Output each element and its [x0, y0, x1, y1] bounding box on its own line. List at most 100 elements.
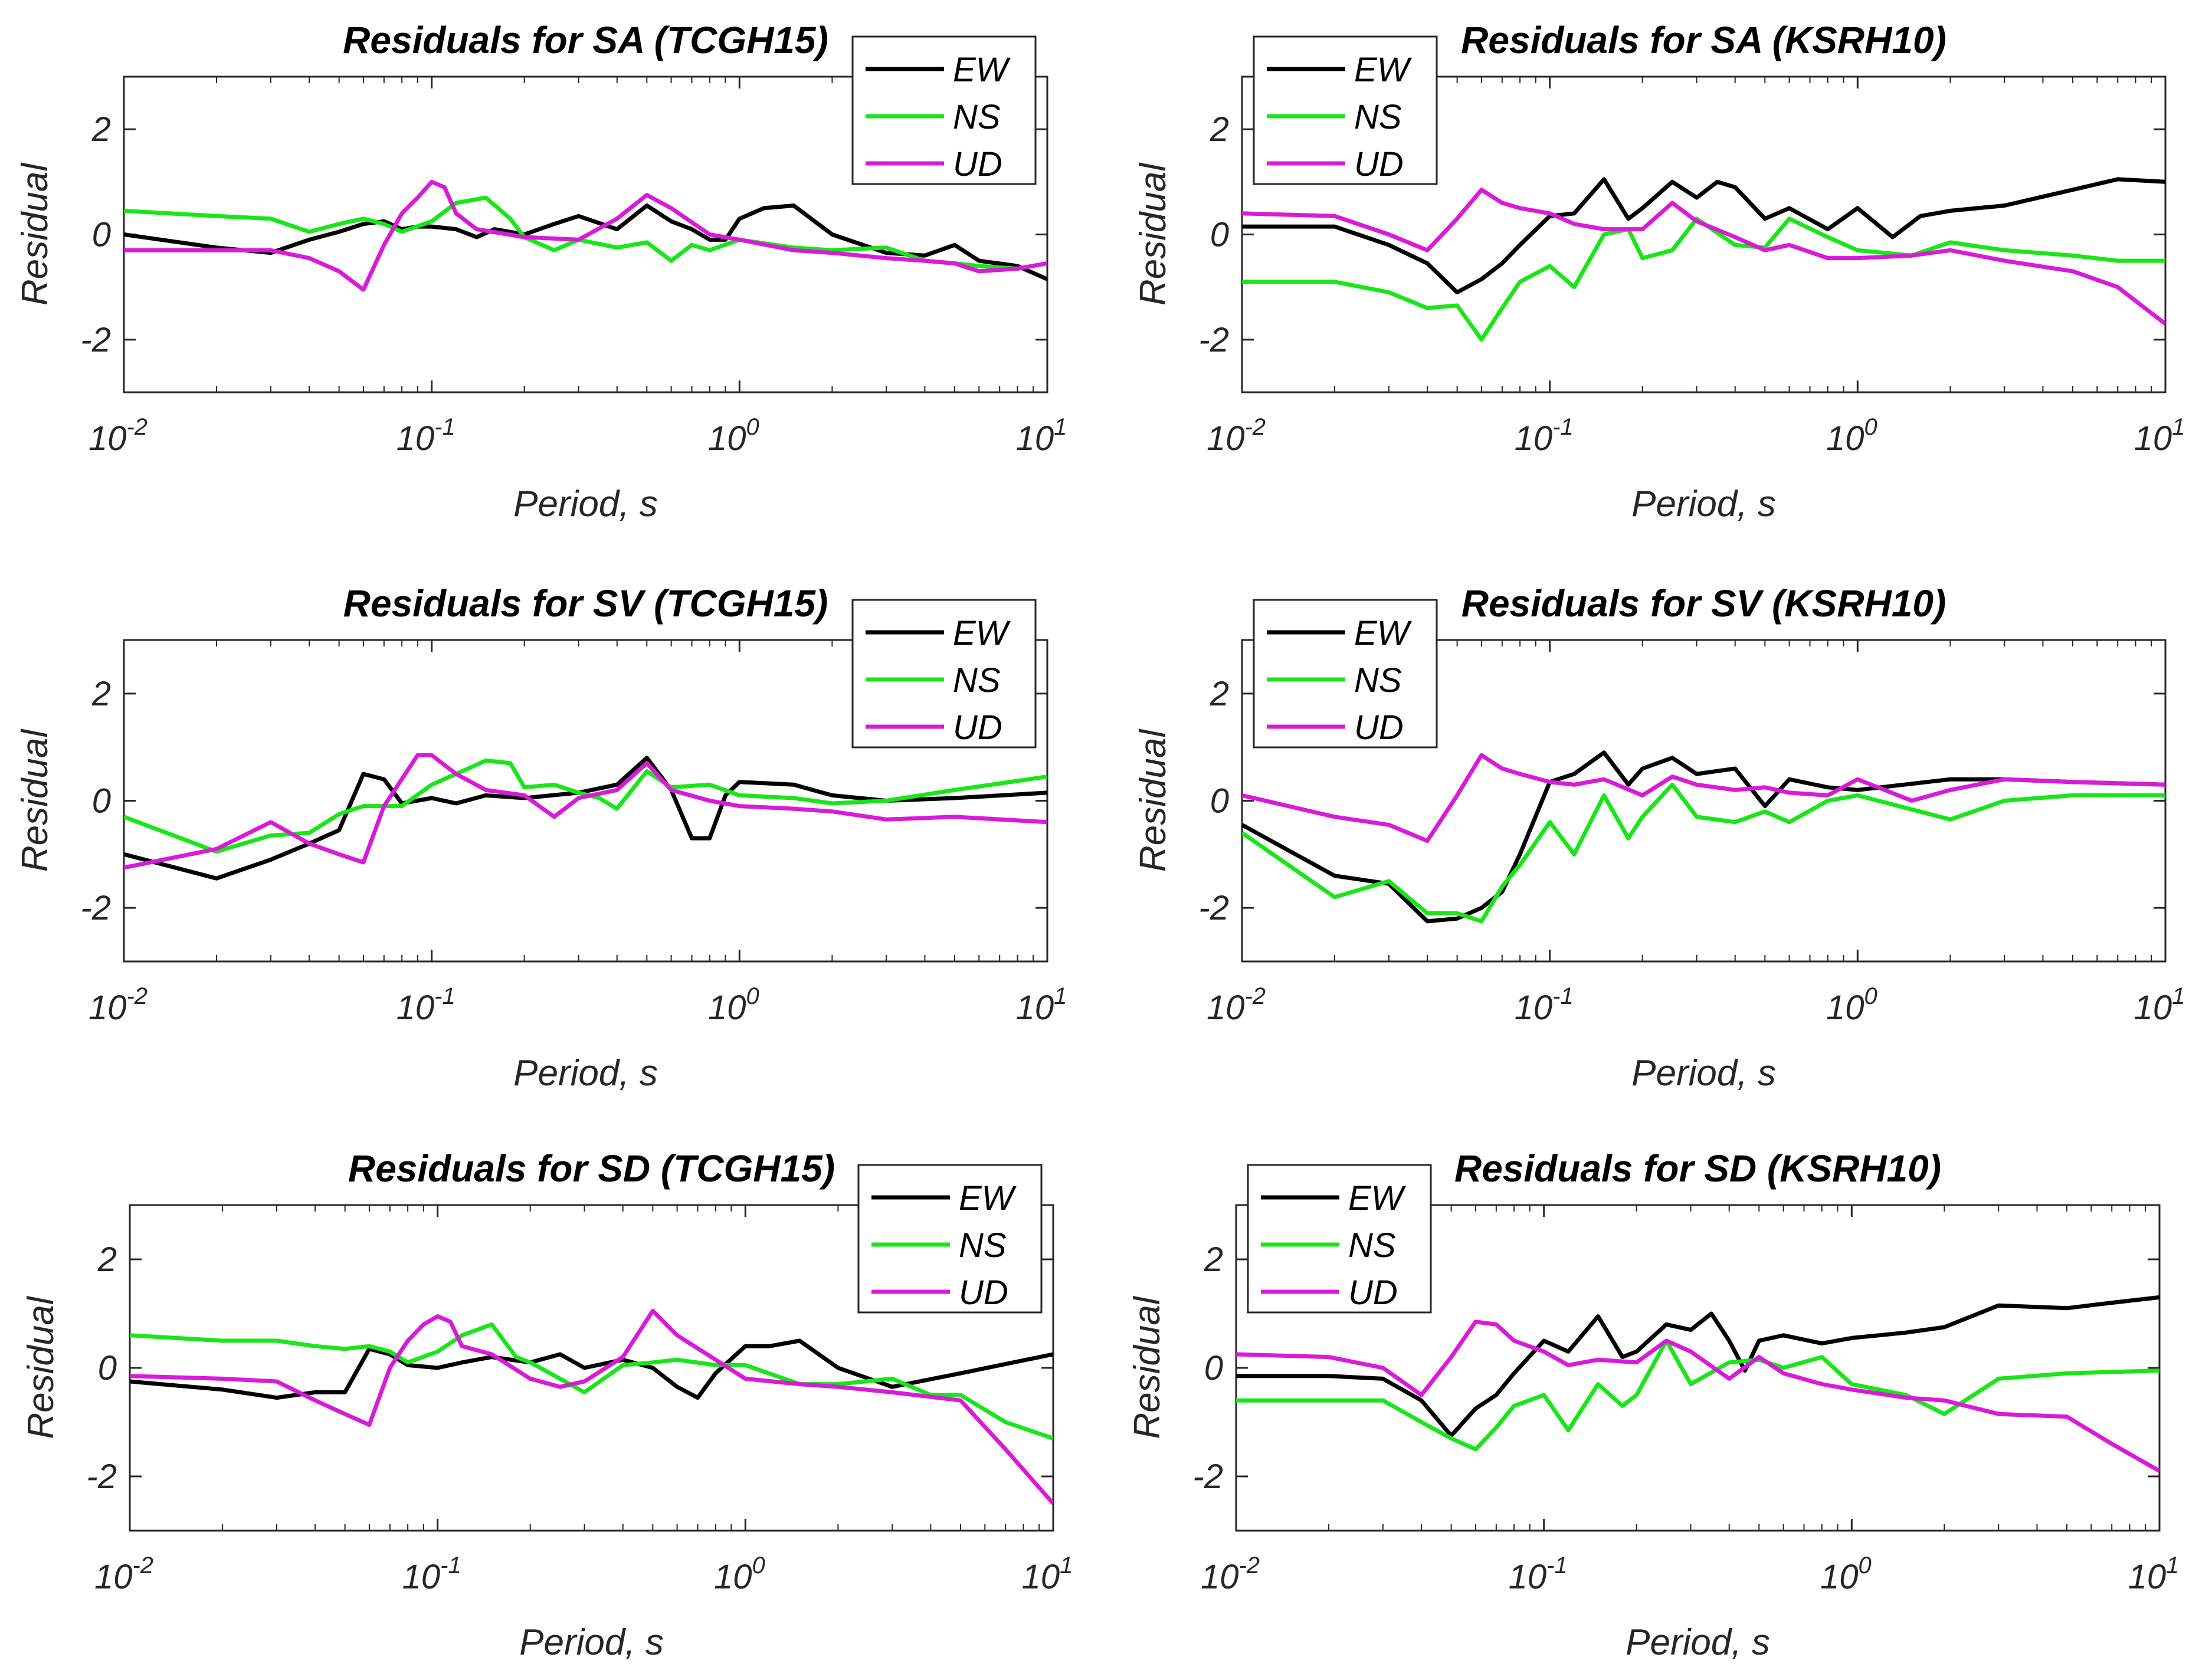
legend-label-ud: UD [1354, 708, 1404, 747]
x-tick-label: 10-2 [1207, 414, 1266, 458]
x-tick-label: 100 [1820, 1552, 1872, 1596]
x-tick-base: 10 [94, 1558, 133, 1596]
x-tick-exponent: -1 [1546, 1552, 1568, 1578]
legend-label-ns: NS [1354, 98, 1402, 136]
x-tick-base: 10 [1022, 1558, 1060, 1596]
x-tick-label: 100 [714, 1552, 765, 1596]
legend: EW NS UD [853, 37, 1035, 184]
x-tick-exponent: -2 [126, 414, 148, 440]
figure: 10-2 10-1 100 101-202Residuals for SA (TCGH… [0, 0, 2212, 1674]
y-tick-label: 0 [1210, 782, 1229, 820]
x-tick-base: 10 [2128, 1558, 2167, 1596]
x-tick-base: 10 [708, 989, 746, 1027]
legend-label-ew: EW [1354, 614, 1413, 652]
x-tick-label: 101 [2128, 1552, 2180, 1596]
legend-label-ns: NS [953, 661, 1001, 700]
x-tick-label: 101 [2134, 983, 2185, 1027]
legend-label-ns: NS [1348, 1226, 1396, 1265]
x-tick-base: 10 [1016, 989, 1054, 1027]
y-axis-label: Residual [1133, 728, 1174, 872]
x-tick-base: 10 [1820, 1558, 1859, 1596]
x-tick-label: 100 [708, 414, 759, 458]
y-tick-label: 2 [91, 675, 111, 713]
x-tick-exponent: 1 [2172, 414, 2185, 440]
legend-label-ns: NS [1354, 661, 1402, 700]
legend: EW NS UD [1254, 37, 1437, 184]
x-axis-label: Period, s [513, 1053, 658, 1094]
chart-title: Residuals for SA (KSRH10) [1461, 19, 1946, 61]
x-tick-label: 10-2 [89, 414, 148, 458]
x-tick-exponent: 1 [1060, 1552, 1073, 1578]
legend: EW NS UD [858, 1165, 1041, 1312]
x-tick-label: 10-1 [396, 983, 455, 1027]
x-tick-base: 10 [1515, 419, 1553, 458]
chart-title: Residuals for SV (KSRH10) [1461, 582, 1946, 625]
y-tick-label: 2 [1204, 1240, 1223, 1279]
x-tick-exponent: 0 [1864, 983, 1877, 1009]
x-tick-label: 101 [1022, 1552, 1073, 1596]
chart-title: Residuals for SD (KSRH10) [1454, 1147, 1941, 1190]
x-tick-exponent: 1 [2172, 983, 2185, 1009]
legend: EW NS UD [853, 600, 1035, 747]
y-tick-label: 2 [1210, 110, 1229, 149]
y-tick-label: 2 [91, 110, 111, 149]
x-tick-label: 10-1 [1509, 1552, 1568, 1596]
legend-label-ns: NS [959, 1226, 1007, 1265]
legend: EW NS UD [1254, 600, 1437, 747]
legend-label-ud: UD [1354, 145, 1404, 183]
x-tick-exponent: 1 [1054, 983, 1067, 1009]
x-tick-base: 10 [1515, 989, 1553, 1027]
legend: EW NS UD [1248, 1165, 1431, 1312]
y-tick-label: 0 [98, 1349, 117, 1387]
x-tick-exponent: 0 [746, 414, 759, 440]
x-tick-exponent: -1 [440, 1552, 461, 1578]
x-tick-label: 101 [1016, 983, 1067, 1027]
y-tick-label: 0 [92, 216, 111, 254]
x-tick-base: 10 [1826, 989, 1864, 1027]
x-tick-base: 10 [708, 419, 746, 458]
legend-label-ew: EW [1354, 51, 1413, 89]
x-axis-label: Period, s [1631, 1053, 1776, 1094]
legend-label-ud: UD [953, 708, 1002, 747]
x-tick-label: 10-1 [1515, 414, 1574, 458]
chart-title: Residuals for SD (TCGH15) [348, 1147, 835, 1190]
y-tick-label: -2 [80, 889, 111, 927]
x-tick-base: 10 [1201, 1558, 1239, 1596]
x-tick-exponent: -1 [1552, 414, 1574, 440]
x-tick-label: 100 [708, 983, 759, 1027]
y-tick-label: 0 [1210, 216, 1229, 254]
x-axis-label: Period, s [1631, 484, 1776, 524]
y-tick-label: 2 [97, 1240, 117, 1279]
y-axis-label: Residual [1127, 1295, 1168, 1439]
x-tick-exponent: 1 [1054, 414, 1067, 440]
x-tick-exponent: 0 [1864, 414, 1877, 440]
x-tick-label: 10-2 [1201, 1552, 1260, 1596]
x-tick-label: 10-1 [396, 414, 455, 458]
x-tick-base: 10 [89, 989, 127, 1027]
x-tick-exponent: 0 [746, 983, 759, 1009]
x-tick-exponent: -2 [1238, 1552, 1260, 1578]
legend-label-ud: UD [1348, 1273, 1398, 1312]
y-tick-label: -2 [1198, 321, 1229, 359]
x-tick-base: 10 [402, 1558, 441, 1596]
x-tick-exponent: -2 [126, 983, 148, 1009]
x-tick-base: 10 [396, 419, 435, 458]
y-axis-label: Residual [21, 1295, 61, 1439]
x-tick-label: 100 [1826, 414, 1877, 458]
legend-label-ew: EW [953, 51, 1011, 89]
chart-panel-5: 10-2 10-1 100 101-202Residuals for SD (TCGH… [21, 1147, 1073, 1663]
legend-label-ud: UD [953, 145, 1002, 183]
x-tick-base: 10 [89, 419, 127, 458]
x-tick-label: 10-2 [1207, 983, 1266, 1027]
legend-label-ew: EW [953, 614, 1011, 652]
y-axis-label: Residual [15, 162, 55, 306]
x-axis-label: Period, s [513, 484, 658, 524]
x-tick-base: 10 [396, 989, 435, 1027]
x-tick-exponent: -1 [434, 414, 455, 440]
x-tick-label: 10-2 [89, 983, 148, 1027]
x-tick-base: 10 [2134, 989, 2172, 1027]
x-tick-base: 10 [1509, 1558, 1547, 1596]
x-tick-exponent: 1 [2166, 1552, 2179, 1578]
x-tick-label: 100 [1826, 983, 1877, 1027]
